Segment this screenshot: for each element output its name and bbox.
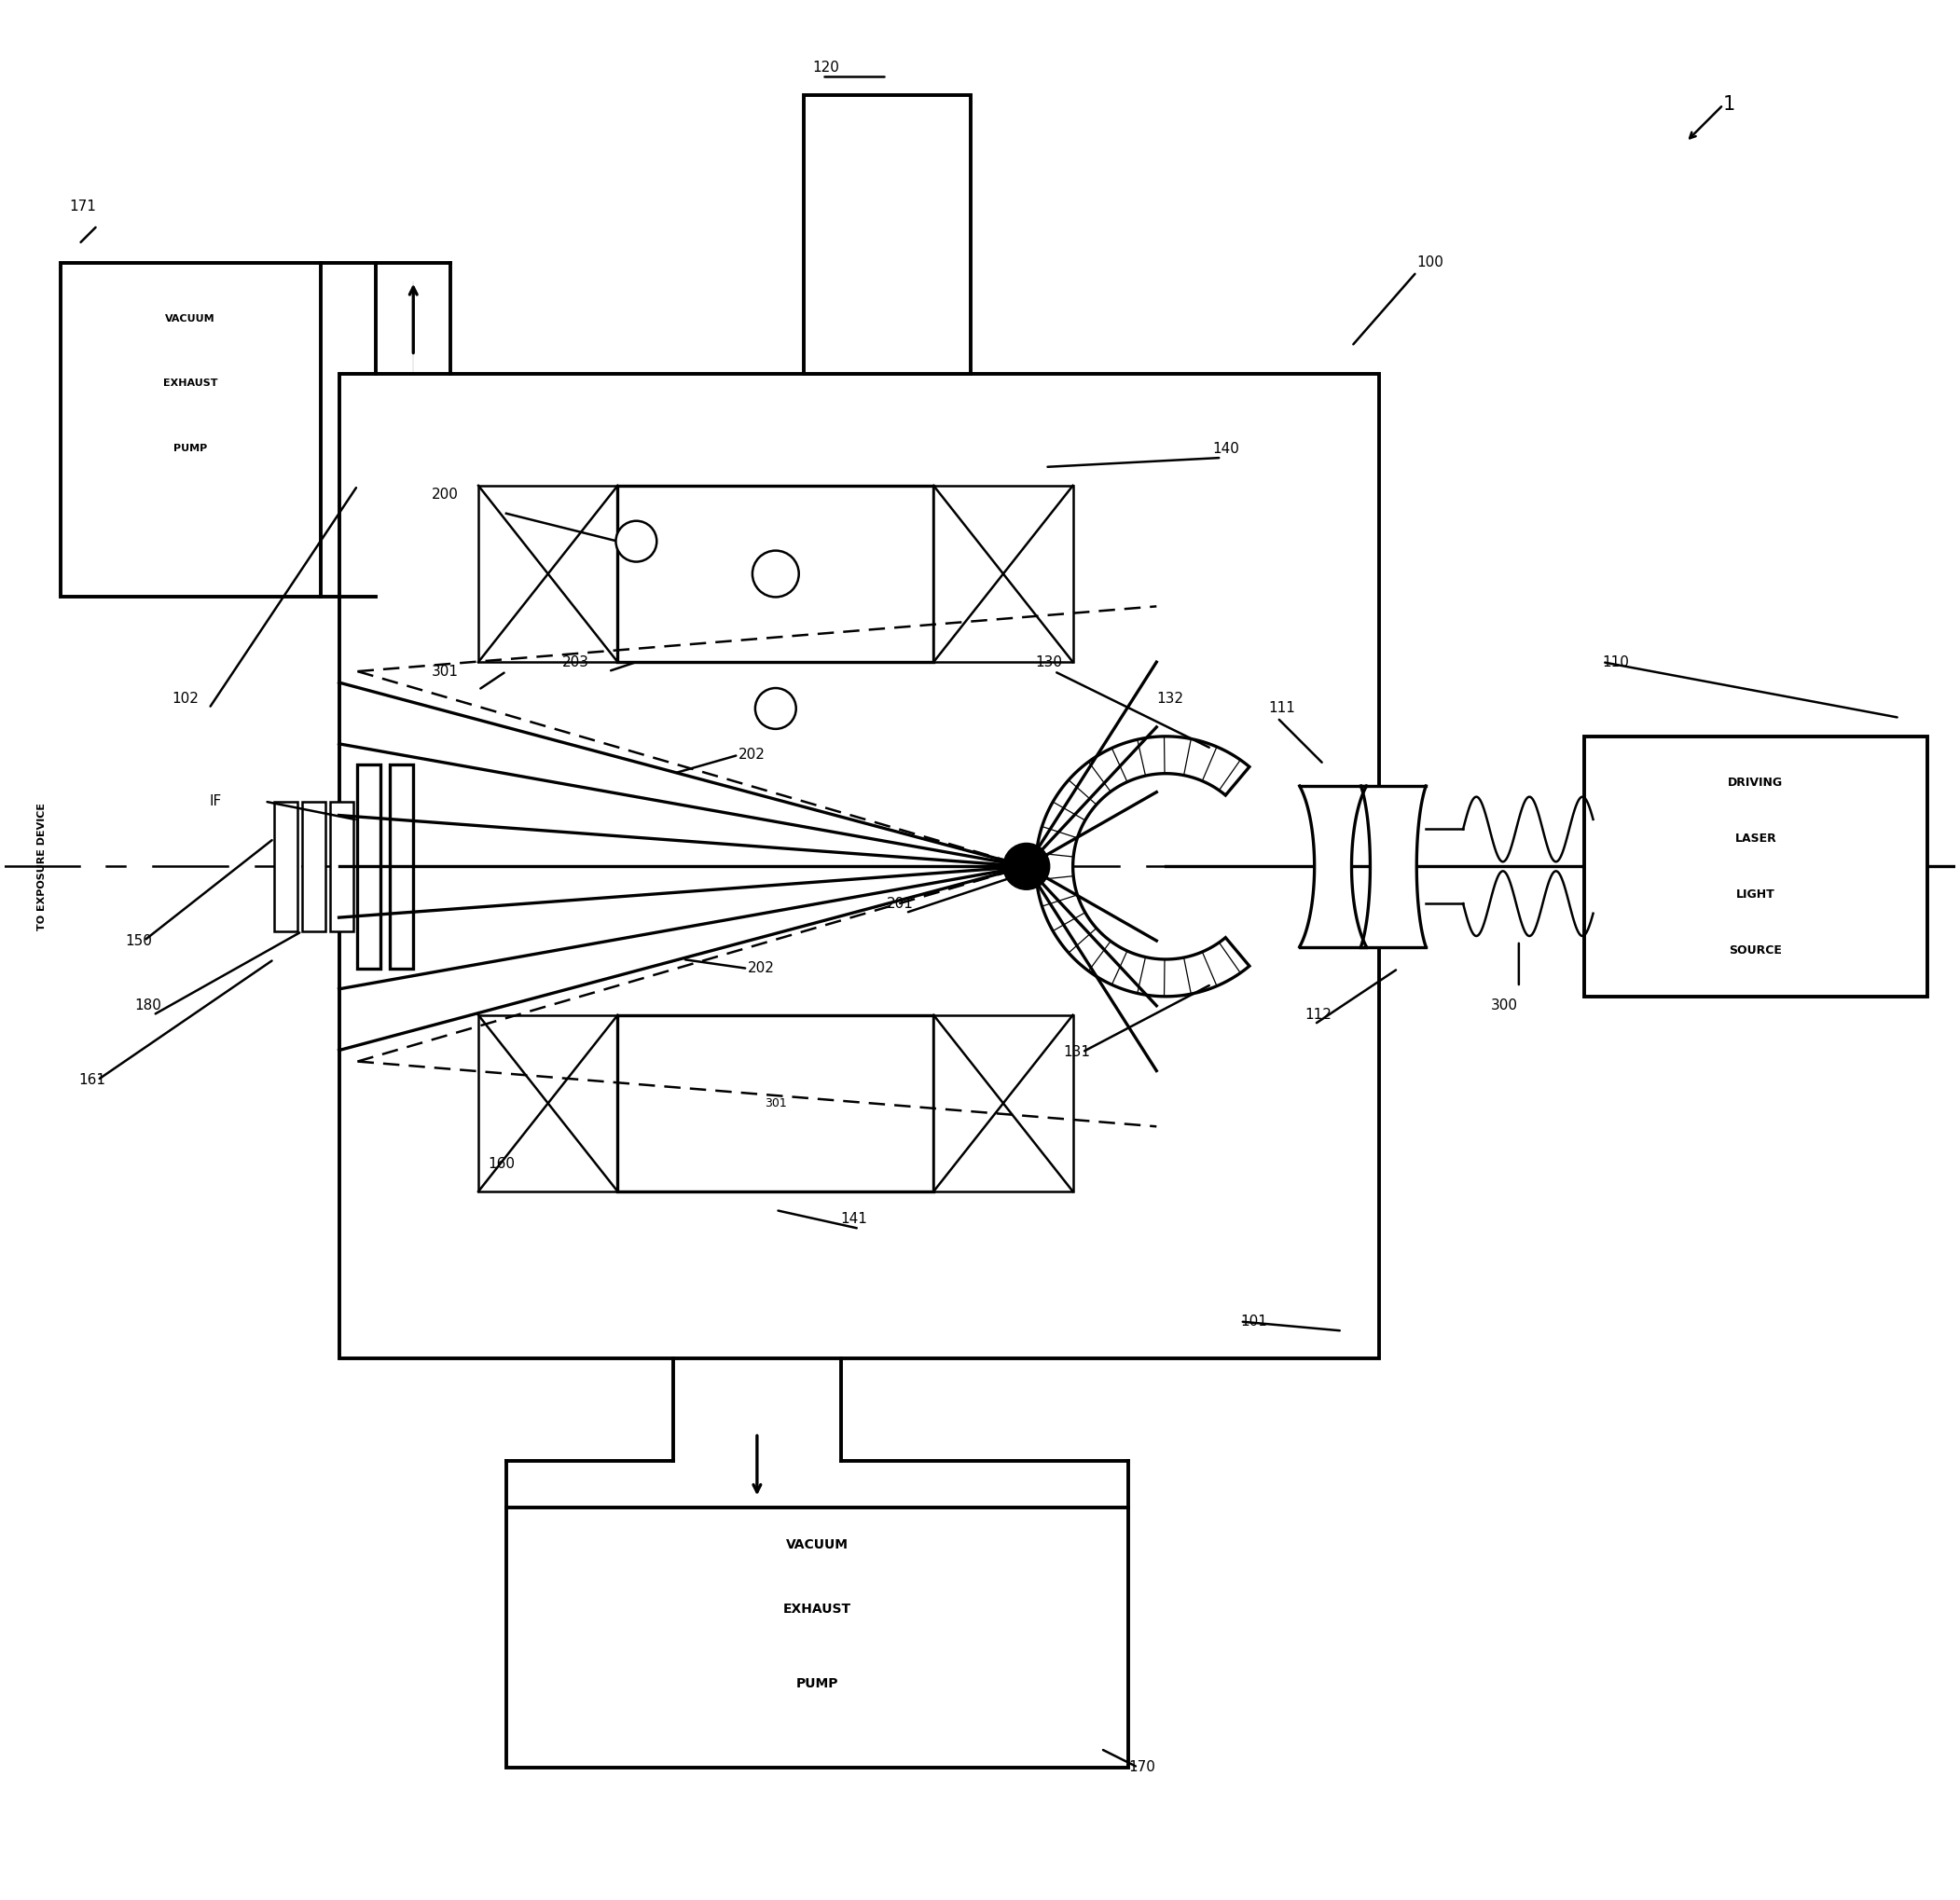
Text: 301: 301: [431, 665, 459, 678]
Text: 201: 201: [888, 897, 913, 910]
Text: 202: 202: [749, 961, 774, 975]
Text: VACUUM: VACUUM: [786, 1537, 849, 1550]
Text: SOURCE: SOURCE: [1729, 944, 1782, 956]
Text: 101: 101: [1241, 1315, 1266, 1328]
Text: IF: IF: [210, 794, 221, 808]
Text: 200: 200: [431, 488, 459, 502]
Bar: [933, 486, 1072, 661]
Text: 300: 300: [1492, 999, 1517, 1013]
Text: 120: 120: [813, 61, 839, 74]
Text: 102: 102: [172, 692, 198, 707]
Text: 161: 161: [78, 1073, 106, 1087]
Text: 202: 202: [739, 749, 766, 762]
Text: EXHAUST: EXHAUST: [784, 1604, 851, 1617]
Polygon shape: [1360, 787, 1427, 946]
Text: PUMP: PUMP: [796, 1678, 839, 1691]
Bar: [302, 802, 325, 931]
Text: LASER: LASER: [1735, 832, 1776, 846]
Text: 170: 170: [1129, 1761, 1156, 1775]
Bar: [617, 1015, 933, 1191]
Bar: [506, 1507, 1129, 1767]
Bar: [933, 1015, 1072, 1191]
Text: 112: 112: [1305, 1009, 1333, 1022]
Bar: [478, 1015, 617, 1191]
Text: PUMP: PUMP: [172, 445, 208, 452]
Bar: [804, 95, 970, 374]
Circle shape: [755, 688, 796, 730]
Polygon shape: [1299, 787, 1366, 946]
Text: 132: 132: [1156, 692, 1184, 707]
Text: VACUUM: VACUUM: [165, 314, 216, 323]
Bar: [1584, 737, 1927, 996]
Text: 140: 140: [1211, 441, 1239, 456]
Text: 150: 150: [125, 933, 153, 948]
Text: EXHAUST: EXHAUST: [163, 378, 218, 388]
Bar: [478, 486, 617, 661]
Text: 1: 1: [1723, 95, 1735, 114]
Bar: [329, 802, 353, 931]
Circle shape: [615, 521, 657, 562]
Text: 100: 100: [1417, 256, 1445, 270]
Polygon shape: [1035, 737, 1249, 996]
Bar: [61, 262, 319, 597]
Circle shape: [753, 551, 800, 597]
Bar: [339, 374, 1380, 1358]
Text: 141: 141: [841, 1212, 868, 1226]
Text: 301: 301: [764, 1096, 786, 1110]
Bar: [357, 764, 380, 969]
Text: LIGHT: LIGHT: [1737, 887, 1776, 901]
Text: 110: 110: [1603, 655, 1629, 669]
Text: 171: 171: [71, 199, 96, 215]
Text: DRIVING: DRIVING: [1729, 777, 1784, 788]
Text: 160: 160: [488, 1157, 515, 1170]
Circle shape: [1004, 844, 1051, 889]
Text: 131: 131: [1064, 1045, 1090, 1058]
Text: 111: 111: [1268, 701, 1296, 716]
Bar: [390, 764, 414, 969]
Text: TO EXPOSURE DEVICE: TO EXPOSURE DEVICE: [37, 802, 47, 931]
Text: 203: 203: [563, 655, 590, 669]
Bar: [617, 486, 933, 661]
Bar: [274, 802, 298, 931]
Text: 130: 130: [1035, 655, 1062, 669]
Text: 180: 180: [135, 999, 161, 1013]
